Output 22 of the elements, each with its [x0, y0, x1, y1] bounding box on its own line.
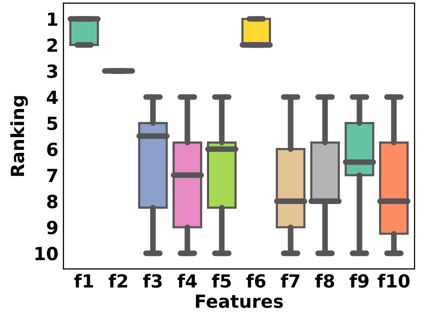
- y-tick-label: 10: [36, 246, 58, 260]
- x-tick-label: f10: [378, 274, 410, 288]
- x-axis-title: Features: [196, 294, 283, 308]
- x-tick-label: f4: [178, 274, 197, 288]
- y-tick-label: 6: [47, 142, 58, 156]
- y-tick-label: 5: [47, 116, 58, 130]
- x-tick-label: f9: [350, 274, 369, 288]
- x-tick-label: f1: [74, 274, 94, 288]
- x-tick-label: f2: [108, 274, 128, 288]
- x-tick-label: f3: [143, 274, 162, 288]
- y-tick-label: 1: [48, 12, 58, 26]
- y-tick-label: 7: [47, 168, 58, 182]
- y-tick-label: 4: [46, 90, 58, 104]
- y-tick-label: 2: [47, 38, 58, 52]
- y-axis-title: Ranking: [10, 96, 28, 176]
- y-tick-label: 9: [46, 220, 58, 234]
- x-tick-label: f8: [315, 274, 334, 288]
- x-tick-label: f6: [246, 274, 266, 288]
- x-tick-label: f5: [212, 274, 231, 288]
- x-tick-label: f7: [280, 274, 300, 288]
- y-tick-label: 8: [47, 194, 58, 208]
- y-tick-label: 3: [47, 64, 58, 78]
